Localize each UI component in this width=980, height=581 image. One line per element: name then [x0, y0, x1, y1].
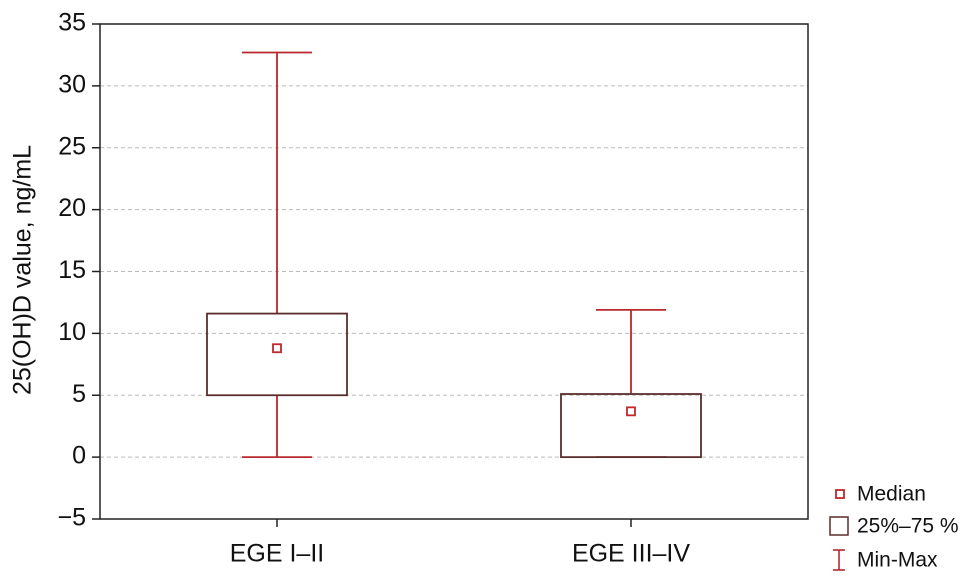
y-tick-label: 0 — [72, 442, 86, 470]
x-tick-label: EGE I–II — [230, 540, 324, 568]
y-tick-label: −5 — [57, 504, 86, 532]
legend-whisker: Min-Max — [857, 549, 938, 572]
y-tick-label: 35 — [58, 9, 86, 37]
box — [560, 393, 702, 459]
y-tick-label: 20 — [58, 194, 86, 222]
median — [272, 343, 282, 354]
x-tick-label: EGE III–IV — [572, 540, 690, 568]
y-tick-label: 25 — [58, 132, 86, 160]
y-tick-label: 15 — [58, 256, 86, 284]
legend-median: Median — [857, 483, 926, 506]
y-axis-label: 25(OH)D value, ng/mL — [9, 145, 37, 395]
box — [206, 312, 348, 397]
legend-box: 25%–75 % — [857, 515, 959, 538]
y-tick-label: 10 — [58, 318, 86, 346]
plot-frame — [99, 23, 809, 520]
legend-median-icon — [835, 489, 845, 499]
y-tick-label: 30 — [58, 70, 86, 98]
legend-box-icon — [829, 516, 849, 536]
median — [626, 406, 636, 417]
y-tick-label: 5 — [72, 380, 86, 408]
